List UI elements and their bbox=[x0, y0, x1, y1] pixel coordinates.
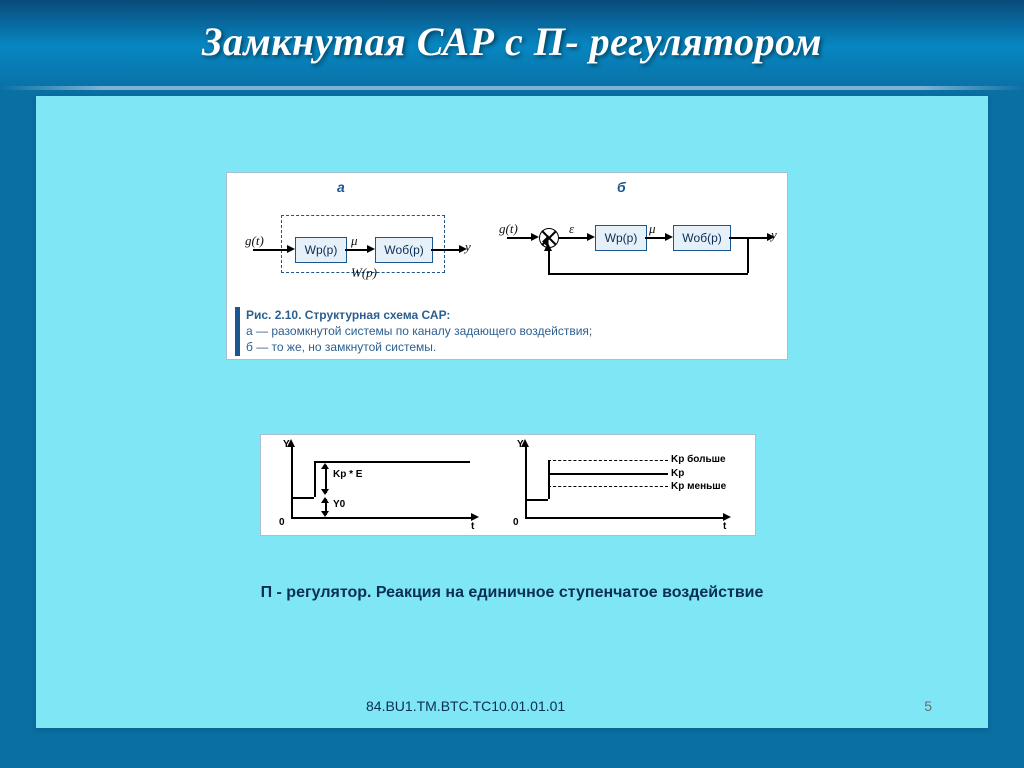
caption-title: Рис. 2.10. Структурная схема САР: bbox=[246, 308, 450, 322]
axis-x bbox=[525, 517, 725, 519]
block-wp-label: Wр(p) bbox=[305, 243, 338, 257]
dashed-label: W(p) bbox=[351, 265, 377, 281]
chart-step-family: Y 0 t Kр больше Kр Kр меньше bbox=[509, 441, 743, 527]
gap-head-up bbox=[321, 463, 329, 469]
cl-arrow-mid bbox=[645, 237, 667, 239]
step-rise bbox=[548, 460, 550, 499]
axis-x bbox=[291, 517, 473, 519]
block-wob-label: Wоб(p) bbox=[384, 243, 424, 257]
figure-panel-step-response: Y 0 t Kр * E Y0 bbox=[260, 434, 756, 536]
cl-block-wp: Wр(p) bbox=[595, 225, 647, 251]
lbl-low: Kр меньше bbox=[671, 481, 726, 492]
cl-block-wob-label: Wоб(p) bbox=[682, 231, 722, 245]
footer-code: 84.BU1.TM.BTC.TC10.01.01.01 bbox=[366, 698, 565, 714]
arrow-in-head bbox=[287, 245, 295, 253]
axis-x-head bbox=[723, 513, 731, 521]
cl-arrow-out bbox=[729, 237, 769, 239]
origin-label: 0 bbox=[513, 517, 519, 528]
page-number: 5 bbox=[924, 698, 932, 714]
fb-v1 bbox=[747, 237, 749, 273]
sublabel-b: б bbox=[617, 179, 626, 195]
step-rise bbox=[314, 461, 316, 497]
figure-caption: Рис. 2.10. Структурная схема САР: а — ра… bbox=[235, 307, 779, 356]
axis-y bbox=[525, 445, 527, 517]
signal-mu: μ bbox=[351, 233, 358, 249]
figure-panel-structural: а б g(t) Wр(p) μ Wоб(p) y W(p) g(t) bbox=[226, 172, 788, 360]
axis-x-label: t bbox=[471, 521, 474, 532]
signal-g: g(t) bbox=[245, 233, 264, 249]
lbl-y0: Y0 bbox=[333, 499, 345, 510]
content-area: а б g(t) Wр(p) μ Wоб(p) y W(p) g(t) bbox=[36, 96, 988, 728]
axis-x-label: t bbox=[723, 521, 726, 532]
axis-x-head bbox=[471, 513, 479, 521]
axis-y-label: Y bbox=[517, 439, 524, 450]
lbl-kpe: Kр * E bbox=[333, 469, 362, 480]
line-high bbox=[548, 460, 668, 461]
cl-signal-mu: μ bbox=[649, 221, 656, 237]
subtitle: П - регулятор. Реакция на единичное ступ… bbox=[36, 584, 988, 602]
axis-y-label: Y bbox=[283, 439, 290, 450]
cl-arrow-eps-head bbox=[587, 233, 595, 241]
page-title: Замкнутая САР с П- регулятором bbox=[0, 0, 1024, 65]
sublabel-a: а bbox=[337, 179, 345, 195]
step-base bbox=[292, 497, 314, 499]
axis-y bbox=[291, 445, 293, 517]
cl-signal-y: y bbox=[771, 227, 777, 243]
caption-line-b: б — то же, но замкнутой системы. bbox=[246, 340, 436, 354]
gap2-head-dn bbox=[321, 511, 329, 517]
lbl-high: Kр больше bbox=[671, 454, 726, 465]
arrow-mid bbox=[345, 249, 369, 251]
closed-loop-diagram: g(t) ε Wр(p) μ Wоб(p) y bbox=[499, 201, 779, 293]
title-underline bbox=[0, 86, 1024, 90]
origin-label: 0 bbox=[279, 517, 285, 528]
fb-h bbox=[548, 273, 748, 275]
slide: Замкнутая САР с П- регулятором а б g(t) … bbox=[0, 0, 1024, 768]
block-wob: Wоб(p) bbox=[375, 237, 433, 263]
cl-block-wob: Wоб(p) bbox=[673, 225, 731, 251]
line-low bbox=[548, 486, 668, 487]
step-top bbox=[314, 461, 470, 463]
cl-signal-g: g(t) bbox=[499, 221, 518, 237]
line-mid bbox=[548, 473, 668, 475]
lbl-mid: Kр bbox=[671, 468, 684, 479]
cl-arrow-in bbox=[507, 237, 533, 239]
arrow-in bbox=[253, 249, 289, 251]
arrow-mid-head bbox=[367, 245, 375, 253]
gap2-head-up bbox=[321, 497, 329, 503]
cl-arrow-eps bbox=[559, 237, 589, 239]
open-loop-diagram: g(t) Wр(p) μ Wоб(p) y W(p) bbox=[243, 209, 473, 285]
step-base bbox=[526, 499, 548, 501]
cl-block-wp-label: Wр(p) bbox=[605, 231, 638, 245]
cl-arrow-mid-head bbox=[665, 233, 673, 241]
chart-step-single: Y 0 t Kр * E Y0 bbox=[275, 441, 485, 527]
fb-v2 bbox=[548, 247, 550, 274]
signal-y: y bbox=[465, 239, 471, 255]
block-wp: Wр(p) bbox=[295, 237, 347, 263]
fb-head bbox=[544, 243, 552, 251]
cl-signal-eps: ε bbox=[569, 221, 574, 237]
arrow-out bbox=[431, 249, 461, 251]
cl-arrow-in-head bbox=[531, 233, 539, 241]
gap-head-dn bbox=[321, 489, 329, 495]
caption-line-a: а — разомкнутой системы по каналу задающ… bbox=[246, 324, 592, 338]
